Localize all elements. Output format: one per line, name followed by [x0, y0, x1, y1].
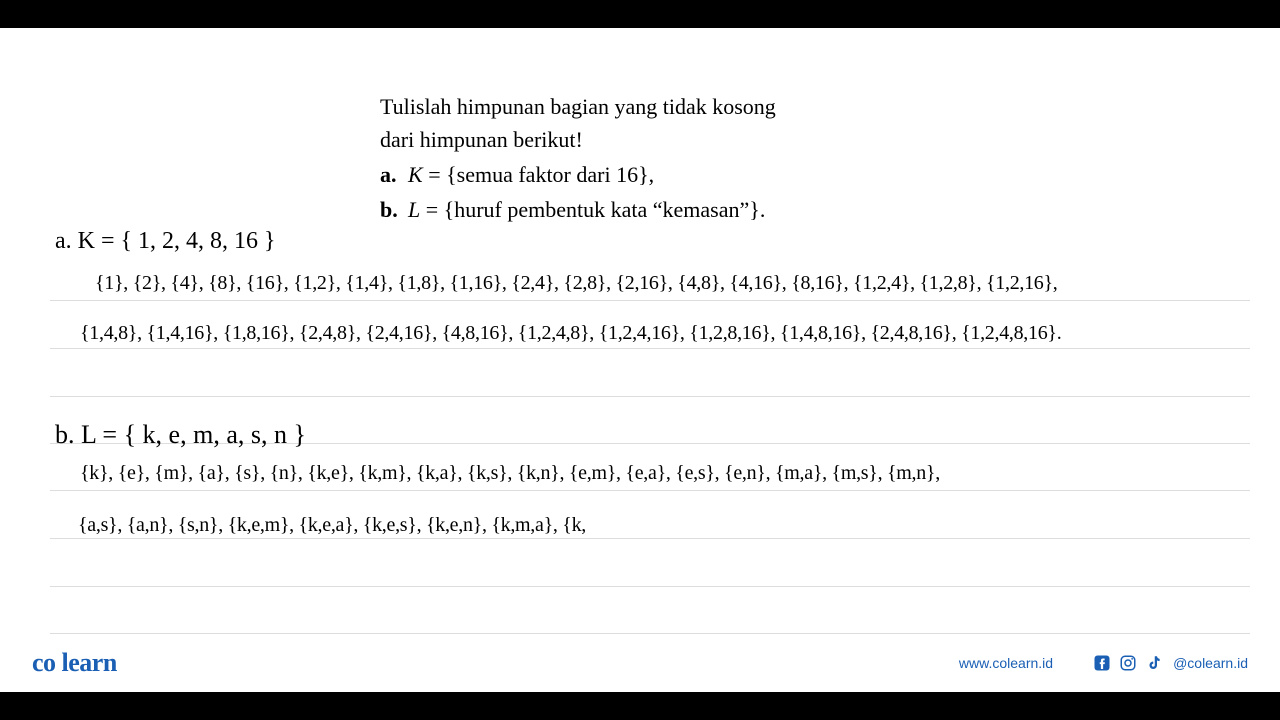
ruled-line	[50, 538, 1250, 539]
handwritten-b-line2: {a,s}, {a,n}, {s,n}, {k,e,m}, {k,e,a}, {…	[78, 512, 586, 538]
colearn-logo: colearn	[32, 648, 117, 678]
item-b-label: b.	[380, 193, 408, 226]
ruled-line	[50, 633, 1250, 634]
item-a-eq: = {semua faktor dari 16},	[423, 162, 654, 187]
handwritten-b-header: b. L = { k, e, m, a, s, n }	[55, 418, 306, 452]
item-b-text: L = {huruf pembentuk kata “kemasan”}.	[408, 193, 765, 226]
document-page: Tulislah himpunan bagian yang tidak koso…	[0, 28, 1280, 692]
item-a-var: K	[408, 162, 423, 187]
ruled-line	[50, 300, 1250, 301]
footer: colearn www.colearn.id @colearn.id	[0, 648, 1280, 678]
problem-line-2: dari himpunan berikut!	[380, 123, 920, 156]
item-a-text: K = {semua faktor dari 16},	[408, 158, 654, 191]
handwritten-a-line1: {1}, {2}, {4}, {8}, {16}, {1,2}, {1,4}, …	[95, 270, 1058, 296]
social-icons: @colearn.id	[1093, 654, 1248, 672]
ruled-line	[50, 586, 1250, 587]
ruled-line	[50, 396, 1250, 397]
problem-item-a: a. K = {semua faktor dari 16},	[380, 158, 920, 191]
logo-part-2: learn	[62, 648, 117, 677]
ruled-line	[50, 490, 1250, 491]
handwritten-a-header: a. K = { 1, 2, 4, 8, 16 }	[55, 226, 276, 257]
item-b-eq: = {huruf pembentuk kata “kemasan”}.	[420, 197, 765, 222]
instagram-icon	[1119, 654, 1137, 672]
social-handle: @colearn.id	[1173, 655, 1248, 671]
logo-part-1: co	[32, 648, 56, 677]
footer-url: www.colearn.id	[959, 655, 1053, 671]
handwritten-b-line1: {k}, {e}, {m}, {a}, {s}, {n}, {k,e}, {k,…	[80, 460, 940, 486]
facebook-icon	[1093, 654, 1111, 672]
ruled-line	[50, 348, 1250, 349]
item-b-var: L	[408, 197, 420, 222]
item-a-label: a.	[380, 158, 408, 191]
problem-statement: Tulislah himpunan bagian yang tidak koso…	[380, 90, 920, 226]
problem-item-b: b. L = {huruf pembentuk kata “kemasan”}.	[380, 193, 920, 226]
tiktok-icon	[1145, 654, 1163, 672]
handwritten-a-line2: {1,4,8}, {1,4,16}, {1,8,16}, {2,4,8}, {2…	[80, 320, 1061, 346]
problem-line-1: Tulislah himpunan bagian yang tidak koso…	[380, 90, 920, 123]
